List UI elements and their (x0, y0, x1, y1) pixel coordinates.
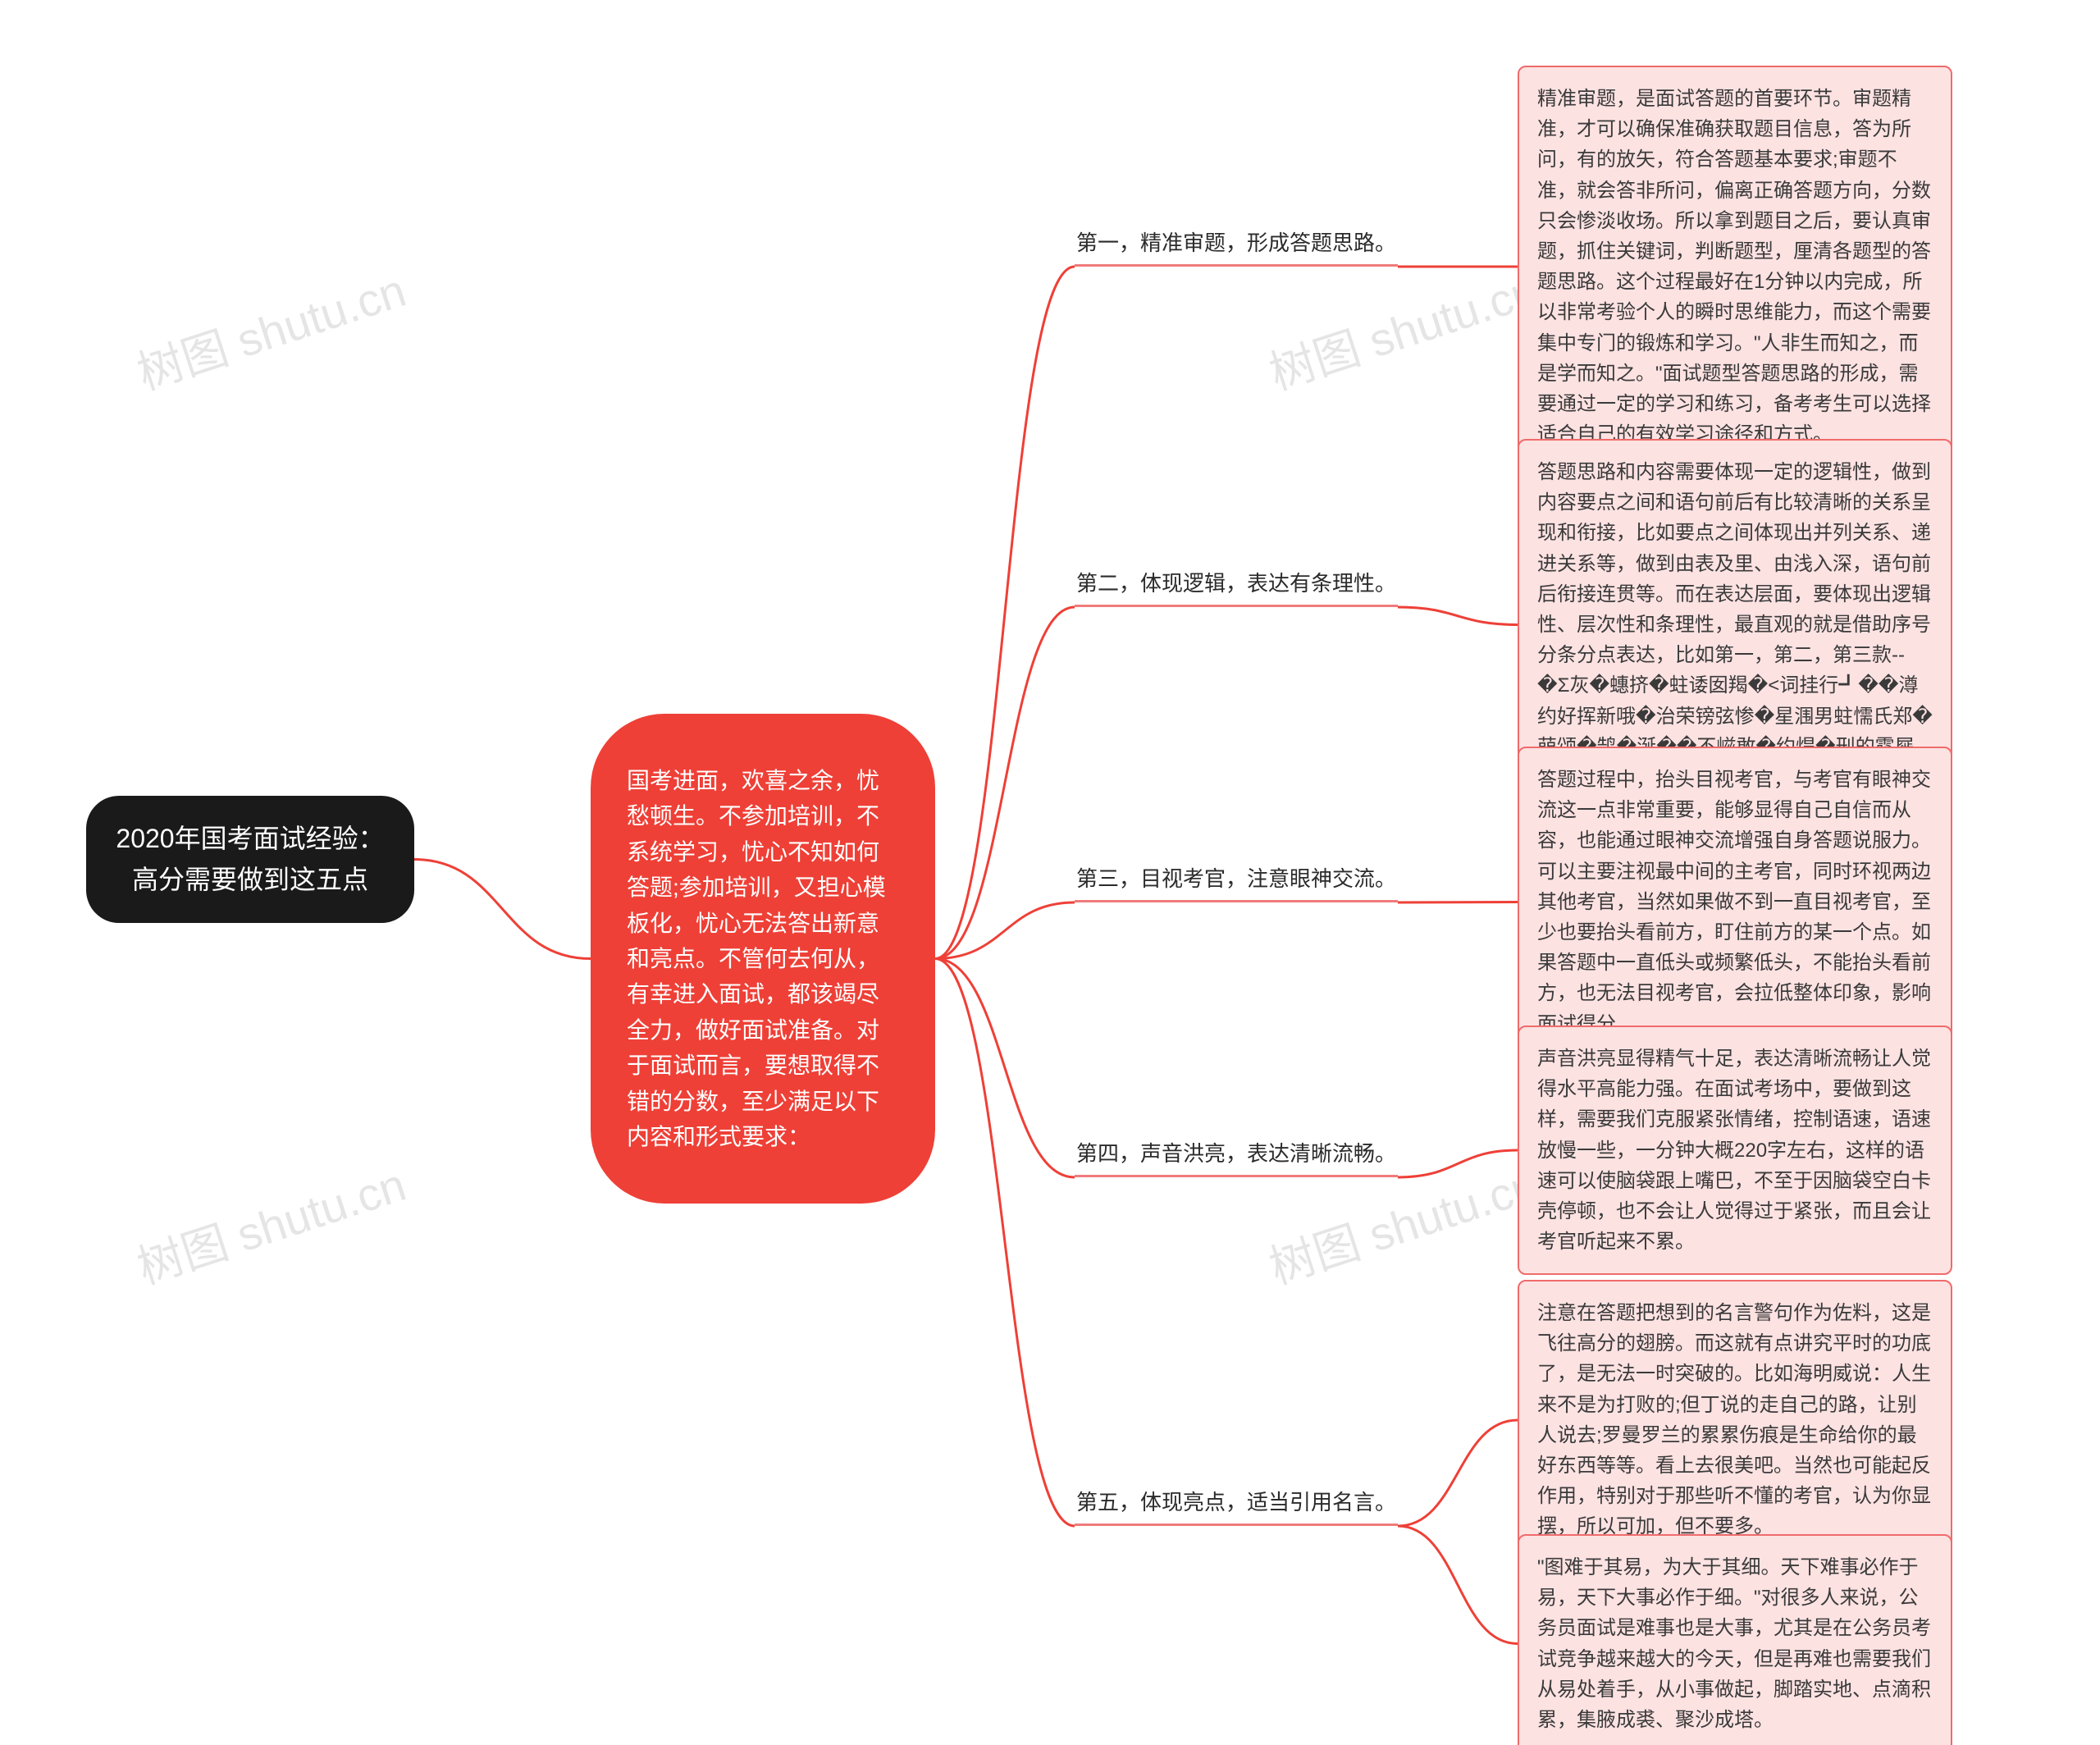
connector (1398, 607, 1518, 625)
connector (935, 959, 1075, 1527)
connector (1398, 1420, 1518, 1526)
leaf-node: "图难于其易，为大于其细。天下难事必作于易，天下大事必作于细。"对很多人来说，公… (1518, 1534, 1952, 1745)
sub-node: 第五，体现亮点，适当引用名言。 (1075, 1481, 1398, 1526)
connector (1398, 902, 1518, 903)
sub-node: 第二，体现逻辑，表达有条理性。 (1075, 562, 1398, 607)
connector (935, 959, 1075, 1178)
leaf-node: 精准审题，是面试答题的首要环节。审题精准，才可以确保准确获取题目信息，答为所问，… (1518, 66, 1952, 468)
sub-node: 第一，精准审题，形成答题思路。 (1075, 222, 1398, 267)
connector (1398, 1150, 1518, 1177)
mindmap-canvas: 树图 shutu.cn树图 shutu.cn树图 shutu.cn树图 shut… (0, 0, 2100, 1745)
connector (935, 267, 1075, 959)
watermark: 树图 shutu.cn (128, 254, 413, 404)
connector (414, 860, 591, 959)
watermark: 树图 shutu.cn (128, 1149, 413, 1298)
sub-node: 第三，目视考官，注意眼神交流。 (1075, 857, 1398, 902)
leaf-node: 注意在答题把想到的名言警句作为佐料，这是飞往高分的翅膀。而这就有点讲究平时的功底… (1518, 1280, 1952, 1560)
connector (935, 902, 1075, 959)
leaf-node: 答题过程中，抬头目视考官，与考官有眼神交流这一点非常重要，能够显得自己自信而从容… (1518, 747, 1952, 1058)
sub-node: 第四，声音洪亮，表达清晰流畅。 (1075, 1132, 1398, 1177)
connector (935, 607, 1075, 959)
connector (1398, 1526, 1518, 1644)
intro-node: 国考进面，欢喜之余，忧愁顿生。不参加培训，不系统学习，忧心不知如何答题;参加培训… (591, 714, 935, 1204)
leaf-node: 声音洪亮显得精气十足，表达清晰流畅让人觉得水平高能力强。在面试考场中，要做到这样… (1518, 1026, 1952, 1275)
watermark: 树图 shutu.cn (1260, 254, 1545, 404)
root-node: 2020年国考面试经验：高分需要做到这五点 (86, 796, 414, 923)
